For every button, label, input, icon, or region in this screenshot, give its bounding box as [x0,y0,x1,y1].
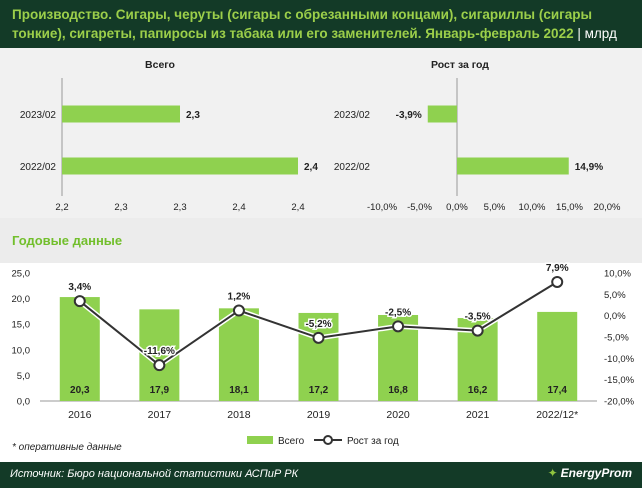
y-left-tick-label: 20,0 [12,294,31,305]
x-tick-label: 2021 [466,409,490,421]
growth-point [153,359,166,372]
legend-bar-swatch [247,436,273,444]
top-panel [0,48,642,218]
bar [62,105,180,123]
bar [298,312,339,401]
page-title: Производство. Сигары, черуты (сигары с о… [12,5,632,62]
x-tick-label: 2016 [68,409,92,421]
y-left-tick-label: 10,0 [12,345,31,356]
chart-title: Рост за год [431,59,489,71]
x-tick-label: 2,3 [114,202,127,213]
value-label: 2,4 [304,162,318,173]
x-tick-label: 2017 [148,409,172,421]
y-left-tick-label: 5,0 [17,371,30,382]
legend: Всего Рост за год [247,435,399,447]
growth-value-label: 3,4% [68,282,91,293]
value-label: 14,9% [575,162,603,173]
legend-bar-label: Всего [278,436,305,447]
y-right-tick-label: 5,0% [604,290,626,301]
y-left-tick-label: 25,0 [12,269,31,280]
y-left-tick-label: 0,0 [17,397,30,408]
bar-value-label: 17,4 [547,385,567,396]
chart-title: Всего [145,59,175,71]
x-tick-label: 2020 [386,409,410,421]
x-tick-label: 2,2 [55,202,68,213]
section-band [0,218,642,263]
brand-mark-icon: ✦ [547,466,558,480]
y-right-tick-label: -15,0% [604,375,635,386]
footer: Источник: Бюро национальной статистики А… [0,462,642,488]
source-text: Источник: Бюро национальной статистики А… [10,468,299,480]
header: Производство. Сигары, черуты (сигары с о… [0,0,642,60]
x-tick-label: 20,0% [594,202,621,213]
category-label: 2022/02 [334,162,371,173]
category-label: 2023/02 [334,110,371,121]
growth-value-label: -2,5% [385,307,411,318]
category-label: 2022/02 [20,162,57,173]
value-label: -3,9% [396,110,422,121]
x-tick-label: 2018 [227,409,251,421]
growth-point [551,275,564,288]
x-tick-label: 10,0% [519,202,546,213]
legend-line-marker [323,435,333,445]
footnote: * оперативные данные [12,442,122,453]
growth-point [232,304,245,317]
bar-value-label: 16,8 [388,385,408,396]
legend-line-label: Рост за год [347,436,399,447]
section-title: Годовые данные [12,233,123,248]
x-tick-label: 5,0% [484,202,506,213]
brand-name: EnergyProm [560,466,632,480]
x-tick-label: 2022/12* [536,409,578,421]
bar-value-label: 17,9 [150,385,170,396]
growth-value-label: -3,5% [465,312,491,323]
y-right-tick-label: -5,0% [604,333,629,344]
x-tick-label: -10,0% [367,202,398,213]
bar-value-label: 17,2 [309,385,329,396]
bar [62,157,298,175]
y-right-tick-label: 10,0% [604,269,631,280]
y-right-tick-label: 0,0% [604,311,626,322]
bar [537,311,578,401]
bar [427,105,457,123]
bar [218,308,259,401]
y-left-tick-label: 15,0 [12,320,31,331]
x-tick-label: 15,0% [556,202,583,213]
bar-value-label: 16,2 [468,385,488,396]
chart-growth: Рост за год 2023/02 -3,9% 2022/02 14,9% -10,0… [334,59,621,213]
x-tick-label: 0,0% [446,202,468,213]
growth-point [471,324,484,337]
x-tick-label: 2,3 [173,202,186,213]
growth-value-label: 7,9% [546,263,569,274]
x-tick-label: 2,4 [232,202,245,213]
x-tick-label: -5,0% [407,202,432,213]
x-tick-label: 2,4 [291,202,304,213]
x-tick-label: 2019 [307,409,331,421]
growth-point [312,331,325,344]
growth-point [392,320,405,333]
bar-value-label: 20,3 [70,385,90,396]
bar [457,157,569,175]
y-right-tick-label: -10,0% [604,354,635,365]
category-label: 2023/02 [20,110,57,121]
y-right-tick-label: -20,0% [604,397,635,408]
chart-annual: 0,0 5,0 10,0 15,0 20,0 25,0 -20,0% -15,0% -10,0%… [12,261,635,421]
bar-value-label: 18,1 [229,385,249,396]
brand-logo: ✦ EnergyProm [548,466,632,480]
growth-value-label: 1,2% [228,292,251,303]
growth-value-label: -5,2% [305,319,331,330]
value-label: 2,3 [186,110,200,121]
title-text: Производство. Сигары, черуты (сигары с о… [12,7,593,41]
growth-value-label: -11,6% [144,346,175,357]
chart-total: Всего 2023/02 2,3 2022/02 2,4 2,2 2,3 2,3 2,4 2,4 [20,59,318,213]
growth-point [73,295,86,308]
